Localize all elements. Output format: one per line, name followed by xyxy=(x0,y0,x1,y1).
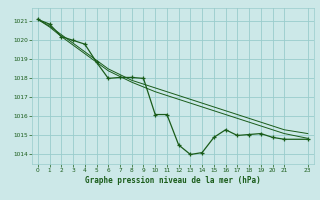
X-axis label: Graphe pression niveau de la mer (hPa): Graphe pression niveau de la mer (hPa) xyxy=(85,176,261,185)
